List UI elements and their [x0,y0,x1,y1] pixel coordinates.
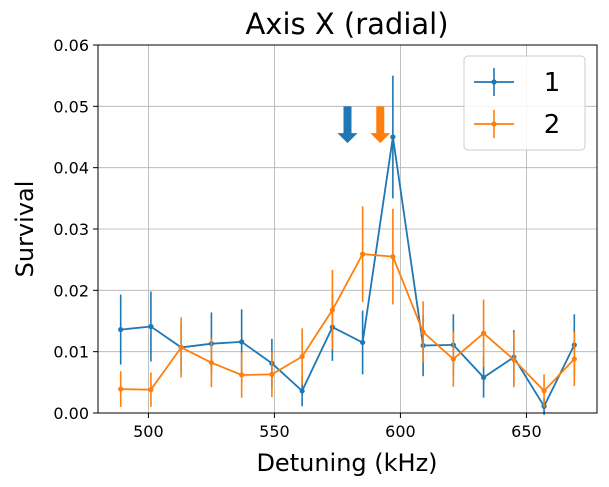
legend-marker [491,79,497,85]
y-tick-label: 0.04 [53,159,89,178]
series-line [120,136,576,409]
data-point [480,374,487,381]
data-point [480,330,487,336]
y-tick-label: 0.06 [53,36,89,55]
data-point [390,134,396,140]
legend-entry: 2 [474,110,560,140]
x-tick-label: 550 [259,422,290,441]
data-point [390,254,396,260]
data-point [329,307,335,313]
data-point [450,356,456,362]
chart-title: Axis X (radial) [245,7,448,41]
data-point [269,371,275,377]
data-point [299,353,305,360]
data-point [208,360,215,366]
data-point [239,372,245,378]
series-line [120,253,575,393]
y-tick-label: 0.01 [53,343,89,362]
data-point [541,388,547,394]
data-point [360,251,366,257]
data-point [299,388,305,394]
data-point [148,387,154,393]
legend-label: 1 [544,68,561,98]
data-point [239,339,245,345]
data-point [360,339,366,346]
series-layer [118,75,577,415]
legend-marker [491,121,497,127]
annotation-arrows [337,106,391,144]
legend-box [463,55,586,151]
x-axis-label: Detuning (kHz) [256,449,437,477]
y-tick-label: 0.00 [53,404,89,423]
arrow-down-icon [337,106,358,144]
data-point [420,329,426,335]
x-tick-label: 500 [133,422,164,441]
data-point [178,344,184,350]
x-tick-label: 650 [511,422,542,441]
data-point [148,323,154,330]
legend: 12 [463,55,586,151]
arrow-down-icon [370,106,391,144]
data-point [571,356,577,362]
legend-label: 2 [544,110,561,140]
series-2 [118,206,577,408]
y-axis-label: Survival [11,181,39,278]
axis-ticks: 500 550 600 650 0.00 0.01 0.02 0.03 0.04 0.05 0.06 [53,36,541,441]
data-point [511,357,517,363]
data-point [118,326,124,333]
data-point [118,386,124,392]
y-tick-label: 0.05 [53,97,89,116]
x-tick-label: 600 [385,422,416,441]
y-tick-label: 0.02 [53,281,89,300]
legend-entry: 1 [474,68,560,98]
y-tick-label: 0.03 [53,220,89,239]
